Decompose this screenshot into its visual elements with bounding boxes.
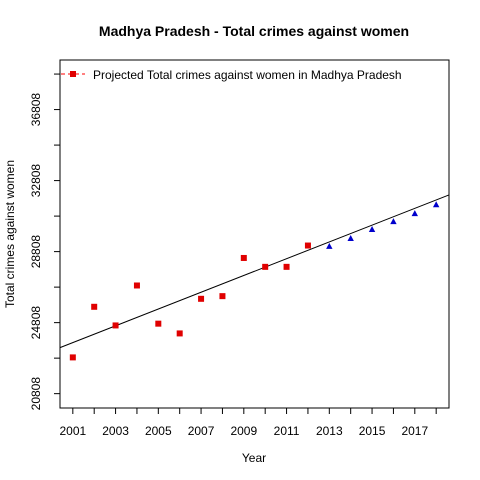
projected-point xyxy=(411,210,419,217)
y-tick-label: 32808 xyxy=(29,164,43,198)
x-tick-label: 2001 xyxy=(59,424,86,438)
observed-point xyxy=(283,263,290,270)
observed-point xyxy=(176,330,183,337)
x-tick-label: 2017 xyxy=(401,424,428,438)
y-axis: 20808 24808 28808 32808 36808 xyxy=(29,73,60,411)
y-tick-label: 28808 xyxy=(29,235,43,269)
y-tick-label: 36808 xyxy=(29,93,43,127)
observed-point xyxy=(69,354,76,361)
observed-point xyxy=(240,254,247,261)
y-axis-label: Total crimes against women xyxy=(3,160,17,308)
x-axis-label: Year xyxy=(242,451,266,465)
y-tick-label: 24808 xyxy=(29,306,43,340)
x-tick-label: 2011 xyxy=(274,424,300,438)
observed-point xyxy=(304,242,311,249)
plot-frame xyxy=(59,59,450,409)
x-tick-label: 2013 xyxy=(316,424,343,438)
observed-point xyxy=(198,295,205,302)
projected-point xyxy=(347,234,354,241)
trend-line xyxy=(59,194,450,349)
x-tick-label: 2007 xyxy=(188,424,215,438)
observed-point xyxy=(133,282,140,289)
legend-label: Projected Total crimes against women in … xyxy=(93,68,402,82)
projected-point xyxy=(390,218,397,225)
observed-point xyxy=(112,322,119,329)
x-axis: 2001 2003 2005 2007 2009 2011 2013 2015 2017 xyxy=(59,408,437,438)
x-tick-label: 2015 xyxy=(359,424,386,438)
x-tick-label: 2003 xyxy=(102,424,129,438)
x-tick-label: 2009 xyxy=(230,424,257,438)
projected-point xyxy=(368,226,376,233)
x-tick-label: 2005 xyxy=(145,424,172,438)
projected-point xyxy=(432,201,440,208)
observed-point xyxy=(262,263,269,270)
observed-point xyxy=(219,293,226,300)
legend-marker-swatch xyxy=(70,71,76,77)
projected-point xyxy=(326,242,333,249)
chart-title: Madhya Pradesh - Total crimes against wo… xyxy=(99,23,409,39)
observed-point xyxy=(91,303,98,310)
legend: Projected Total crimes against women in … xyxy=(61,68,402,82)
y-tick-label: 20808 xyxy=(29,377,43,411)
observed-point xyxy=(155,320,162,327)
